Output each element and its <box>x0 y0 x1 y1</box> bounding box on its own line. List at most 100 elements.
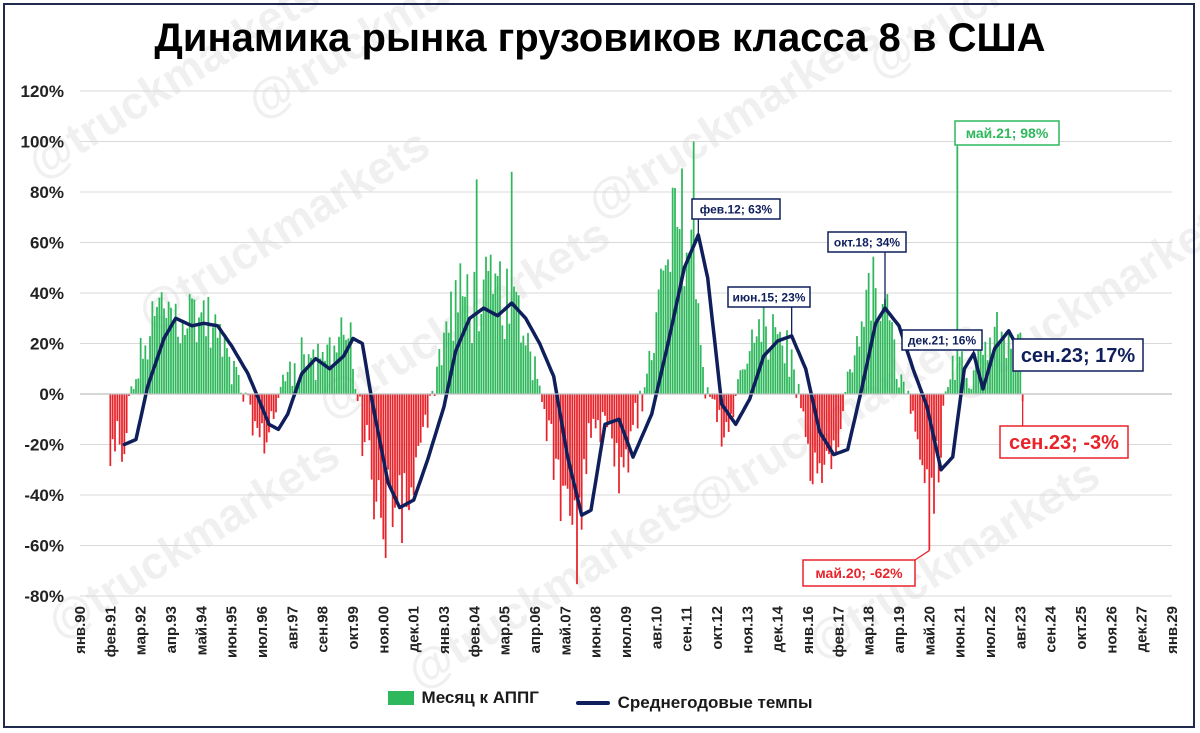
bar <box>629 394 632 432</box>
bar <box>583 394 585 460</box>
bar <box>214 314 217 394</box>
bar <box>198 317 200 394</box>
bar <box>534 356 536 394</box>
x-tick-label: авг.97 <box>284 606 301 649</box>
bar <box>737 379 739 394</box>
bar <box>142 358 144 394</box>
x-tick-label: мар.05 <box>497 606 514 655</box>
bar <box>167 301 170 394</box>
bar <box>443 332 445 394</box>
bar <box>324 360 326 394</box>
bar <box>109 394 112 467</box>
bar <box>930 394 933 478</box>
bar <box>433 394 436 396</box>
bar <box>772 314 774 394</box>
bar <box>709 394 711 397</box>
bar <box>478 331 480 394</box>
bar <box>741 369 744 394</box>
bar <box>240 392 242 394</box>
bar <box>251 394 254 436</box>
bar <box>305 366 308 394</box>
x-tick-label: фев.91 <box>102 606 119 657</box>
bar <box>132 388 135 394</box>
x-tick-label: май.94 <box>193 605 210 655</box>
bar <box>233 360 235 394</box>
bar <box>692 141 695 394</box>
bar <box>870 320 872 394</box>
bar <box>128 394 130 396</box>
bar <box>1021 394 1024 402</box>
annotation-label: окт.18; 34% <box>834 235 901 249</box>
bar <box>657 289 660 394</box>
annotation-leader <box>914 550 930 561</box>
bar <box>599 394 602 443</box>
bar <box>641 394 644 412</box>
bar <box>116 394 119 422</box>
bar <box>639 390 641 394</box>
bar <box>592 394 595 419</box>
bar <box>935 394 938 441</box>
bar <box>410 394 413 488</box>
bar <box>531 380 534 394</box>
bar <box>328 337 331 394</box>
bar <box>618 394 620 494</box>
x-tick-label: май.07 <box>557 606 574 655</box>
bar <box>998 340 1001 394</box>
bar <box>431 390 434 394</box>
bar <box>312 349 315 394</box>
bar <box>704 394 707 399</box>
bar <box>419 394 422 443</box>
bar <box>335 352 338 394</box>
bar <box>459 263 462 394</box>
legend: Месяц к АППГ Среднегодовые темпы <box>0 688 1200 713</box>
bar <box>422 394 424 427</box>
bar <box>307 354 310 394</box>
bar <box>713 394 716 400</box>
bar <box>688 252 690 394</box>
bar <box>125 394 128 434</box>
y-tick-label: -20% <box>24 436 64 455</box>
bar <box>515 291 518 394</box>
bar <box>604 394 606 416</box>
x-tick-label: янв.16 <box>800 606 817 654</box>
bar <box>170 307 172 394</box>
y-tick-label: 100% <box>21 133 64 152</box>
x-tick-label: дек.01 <box>406 606 423 652</box>
bar <box>730 394 732 414</box>
y-tick-label: -80% <box>24 587 64 606</box>
bar <box>317 343 319 394</box>
bar <box>762 296 765 394</box>
bar <box>699 345 702 394</box>
bar <box>877 320 879 394</box>
bar <box>193 299 196 394</box>
bar <box>146 359 149 394</box>
bar <box>473 271 476 394</box>
bar <box>177 336 179 394</box>
bar <box>370 394 373 480</box>
bar <box>314 380 317 394</box>
bar <box>961 351 963 394</box>
bar <box>417 394 420 446</box>
bar <box>977 332 980 394</box>
bar <box>289 361 291 394</box>
watermark-text: @truckmarkets <box>398 477 709 698</box>
legend-label-line: Среднегодовые темпы <box>617 693 813 712</box>
bar <box>851 372 854 394</box>
bar <box>450 291 452 394</box>
bar <box>517 295 520 394</box>
bar <box>793 369 795 394</box>
bar <box>797 383 800 394</box>
line-layer <box>122 233 1025 517</box>
y-tick-label: 80% <box>30 183 64 202</box>
bar <box>263 394 266 454</box>
bar <box>352 368 354 394</box>
bar <box>174 303 177 394</box>
bar <box>566 394 569 489</box>
bar <box>597 394 599 421</box>
bar <box>879 320 882 394</box>
legend-item-bars: Месяц к АППГ <box>387 688 539 708</box>
bar <box>942 394 945 406</box>
grid-layer: -80% -60% -40% -20% 0% 20% 40% 60% 80% 100% 120% <box>21 82 1172 606</box>
bar <box>954 380 956 394</box>
